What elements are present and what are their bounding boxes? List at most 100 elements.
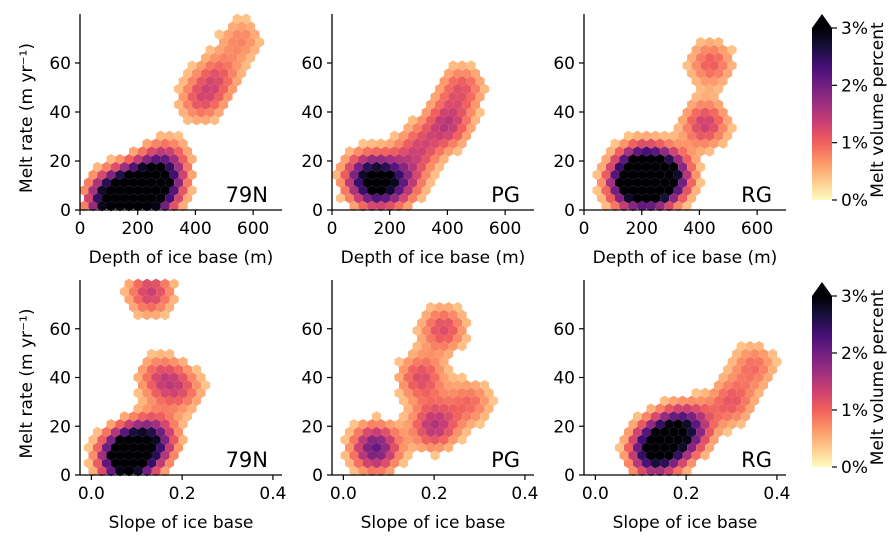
hexbin-cell	[448, 372, 458, 383]
hexbin-cell	[453, 380, 463, 391]
hexbin-cell	[660, 161, 670, 173]
hexbin-cell	[156, 380, 166, 391]
hexbin-cell	[205, 60, 215, 71]
hexbin-cell	[178, 403, 188, 414]
hexbin-cell	[457, 387, 467, 399]
hexbin-cell	[421, 122, 431, 134]
hexbin-cell	[408, 364, 418, 375]
hexbin-cell	[678, 115, 688, 126]
hexbin-cell	[192, 395, 202, 406]
hexbin-cell	[646, 138, 656, 149]
hexbin-cell	[138, 177, 147, 188]
hexbin-cell	[673, 403, 683, 414]
hexbin-cell	[133, 434, 143, 445]
hexbin-cell	[165, 286, 175, 297]
hexbin-cell	[439, 356, 449, 367]
hexbin-cell	[444, 146, 454, 157]
hexbin-cell	[462, 395, 472, 406]
hexbin-cell	[741, 411, 751, 422]
hexbin-cell	[457, 403, 467, 414]
hexbin-cell	[705, 146, 715, 157]
hexbin-cell	[421, 387, 431, 399]
x-axis-label: Slope of ice base	[109, 513, 254, 533]
hexbin-cell	[439, 403, 449, 414]
hexbin-cell	[174, 161, 184, 173]
hexbin-cell	[106, 465, 116, 477]
hexbin-cell	[412, 356, 422, 367]
hexbin-cell	[453, 146, 463, 157]
hexbin-cell	[669, 395, 679, 406]
hexbin-cell	[466, 419, 476, 430]
y-axis-label: Melt rate (m yr⁻¹)	[17, 43, 37, 193]
hexbin-cell	[178, 387, 188, 399]
hexbin-cell	[426, 161, 436, 173]
hexbin-cell	[151, 185, 161, 196]
hexbin-cell	[421, 434, 431, 445]
hexbin-cell	[106, 450, 116, 461]
x-tick-label: 0	[579, 219, 590, 239]
hexbin-cell	[228, 83, 238, 95]
hexbin-cell	[624, 177, 633, 188]
colorbar-tick-label: 2%	[841, 76, 868, 96]
hexbin-cell	[142, 450, 152, 461]
hexbin-cell	[718, 372, 728, 383]
hexbin-cell	[187, 76, 197, 87]
hexbin-cell	[214, 76, 224, 87]
hexbin-cell	[714, 83, 724, 95]
hexbin-cell	[403, 154, 413, 165]
hexbin-cell	[376, 419, 386, 430]
hexbin-cell	[435, 426, 445, 438]
hexbin-cell	[453, 426, 463, 438]
hexbin-cell	[210, 83, 220, 95]
hexbin-cell	[417, 177, 427, 188]
hexbin-cell	[610, 138, 620, 149]
colorbar-label: Melt volume percent	[868, 289, 888, 465]
hexbin-cell	[138, 193, 147, 204]
hexbin-cell	[633, 130, 642, 141]
hexbin-cell	[160, 450, 170, 461]
hexbin-cell	[610, 154, 620, 165]
hexbin-cell	[444, 68, 454, 79]
hexbin-cell	[358, 154, 368, 165]
hexbin-cell	[732, 380, 742, 391]
hexbin-cell	[408, 411, 418, 422]
hexbin-cell	[228, 52, 238, 63]
hexbin-cell	[673, 185, 683, 196]
hexbin-cell	[633, 442, 642, 453]
hexbin-cell	[106, 419, 116, 430]
hexbin-cell	[664, 138, 674, 149]
hexbin-cell	[106, 169, 116, 180]
hexbin-cell	[687, 458, 697, 469]
hexbin-cell	[358, 434, 368, 445]
hexbin-cell	[754, 356, 764, 367]
hexbin-cell	[142, 154, 152, 165]
hexbin-cell	[430, 356, 440, 367]
hexbin-cell	[165, 380, 175, 391]
hexbin-cell	[462, 380, 472, 391]
colorbar-tick-label: 1%	[841, 401, 868, 421]
hexbin-cell	[223, 91, 233, 102]
hexbin-cell	[367, 169, 377, 180]
hexbin-cell	[142, 403, 152, 414]
hexbin-cell	[187, 387, 197, 399]
hexbin-cell	[183, 161, 193, 173]
hexbin-cell	[367, 185, 377, 196]
hexbin-cell	[358, 450, 368, 461]
hexbin-cell	[183, 146, 193, 157]
hexbin-cell	[124, 450, 134, 461]
hexbin-cell	[462, 83, 472, 95]
hexbin-cell	[340, 185, 350, 196]
hexbin-cell	[682, 419, 692, 430]
hexbin-cell	[169, 434, 179, 445]
hexbin-cell	[678, 177, 688, 188]
hexbin-cell	[133, 294, 143, 305]
hexbin-cell	[349, 419, 359, 430]
hexbin-cell	[700, 76, 710, 87]
hexbin-cell	[417, 146, 427, 157]
hexbin-cell	[691, 434, 701, 445]
hexbin-cell	[241, 13, 251, 24]
hexbin-cell	[709, 60, 719, 71]
hexbin-cell	[192, 83, 202, 95]
hexbin-cell	[156, 193, 166, 204]
hexbin-cell	[196, 387, 206, 399]
